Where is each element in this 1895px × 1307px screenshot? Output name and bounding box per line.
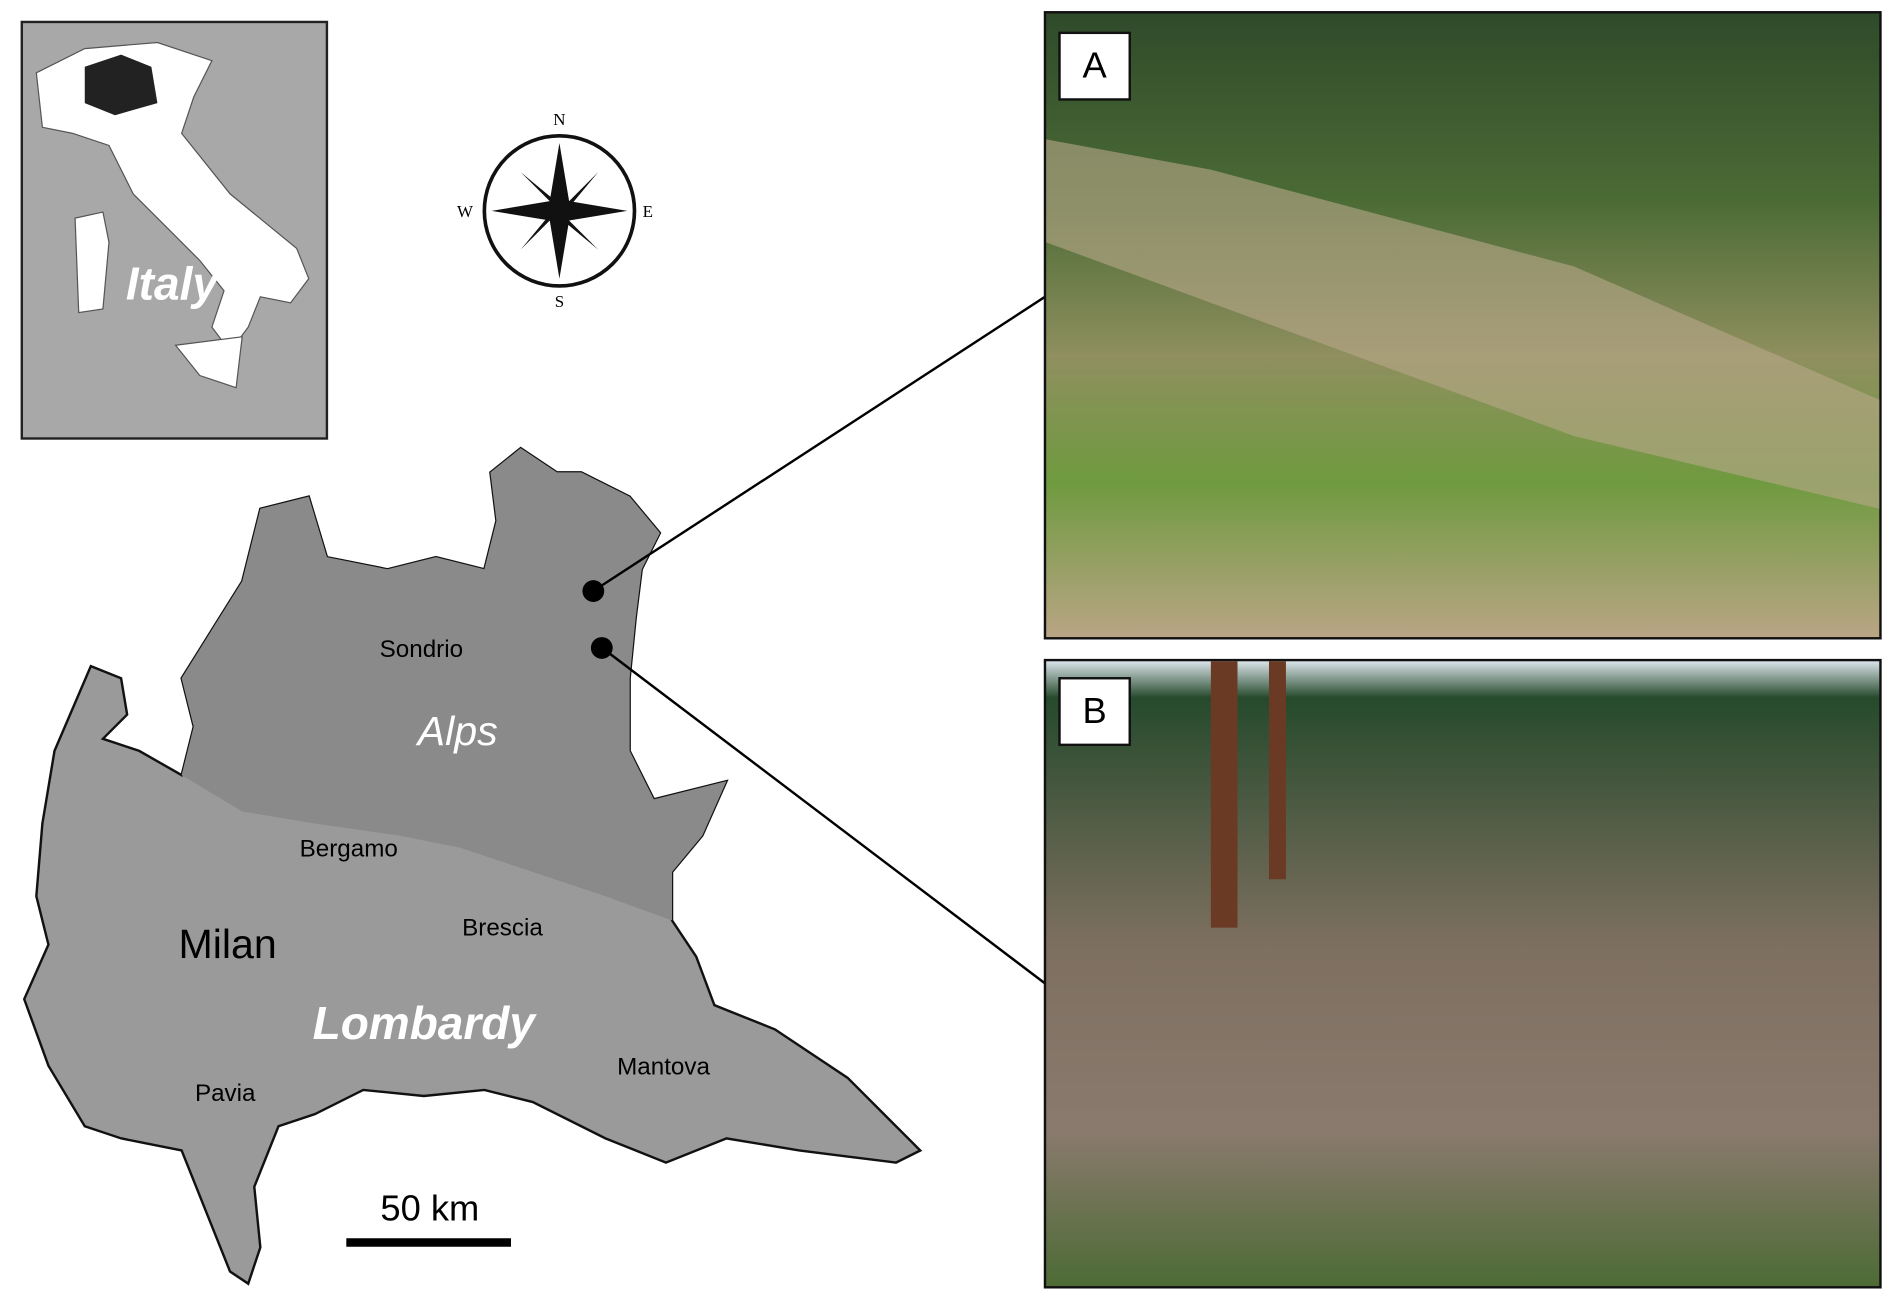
compass-w: W <box>457 202 473 221</box>
panel-label-box <box>1058 677 1131 747</box>
scale-label: 50 km <box>380 1188 479 1229</box>
panel-label: B <box>1083 690 1107 731</box>
city-label: Sondrio <box>380 636 463 663</box>
inset-label: Italy <box>126 257 220 309</box>
city-label: Brescia <box>462 914 543 941</box>
sicily <box>174 336 243 389</box>
compass-star <box>491 143 628 279</box>
photo-b-trunk <box>1268 661 1286 880</box>
lombardy-highlight <box>84 54 158 116</box>
alps-relief <box>181 448 727 921</box>
panel-label-box <box>1058 31 1131 101</box>
compass-s: S <box>555 292 564 311</box>
city-label: Mantova <box>617 1054 710 1081</box>
panel-label: A <box>1083 45 1108 86</box>
site-marker <box>582 580 605 602</box>
region-label: Lombardy <box>313 997 538 1049</box>
leader-line <box>596 295 1046 590</box>
photo-b <box>1043 658 1882 1289</box>
italy-outline <box>35 41 310 353</box>
compass-n: N <box>553 110 565 129</box>
leader-line <box>604 649 1046 985</box>
compass-e: E <box>643 202 653 221</box>
city-label: Bergamo <box>300 836 398 863</box>
sardinia <box>74 211 110 314</box>
mountain-label: Alps <box>415 708 498 754</box>
city-label: Pavia <box>195 1080 256 1107</box>
site-marker <box>590 637 613 659</box>
photo-b-trunk <box>1210 661 1238 928</box>
city-label: Milan <box>178 921 276 967</box>
photo-a-clearing <box>1046 139 1880 509</box>
